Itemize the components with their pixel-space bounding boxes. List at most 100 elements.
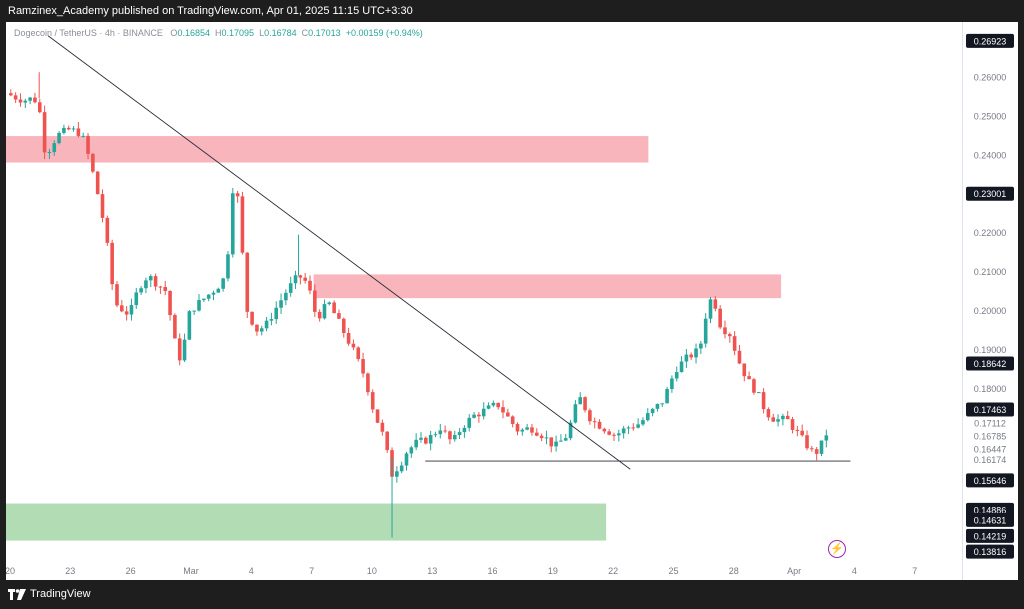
candle-down xyxy=(13,95,18,100)
candle-down xyxy=(728,334,732,337)
candle-up xyxy=(578,397,583,405)
price-label: 0.17463 xyxy=(974,405,1007,415)
symbol-name: Dogecoin / TetherUS · 4h · BINANCE xyxy=(14,28,163,38)
chart-frame[interactable]: Dogecoin / TetherUS · 4h · BINANCE O 0.16… xyxy=(6,22,1018,580)
candle-up xyxy=(144,280,148,289)
time-tick: 4 xyxy=(249,566,254,576)
candle-down xyxy=(592,421,597,423)
price-tick: 0.25000 xyxy=(974,111,1007,121)
price-tick: 0.16174 xyxy=(974,455,1007,465)
price-tick: 0.26000 xyxy=(974,72,1007,82)
price-label: 0.14886 xyxy=(974,505,1007,515)
candle-up xyxy=(28,97,32,101)
candle-up xyxy=(665,388,669,404)
candle-down xyxy=(240,196,245,253)
candle-down xyxy=(443,430,447,432)
time-tick: 20 xyxy=(6,566,15,576)
candle-down xyxy=(785,415,790,420)
candle-down xyxy=(790,419,795,430)
candle-up xyxy=(486,405,491,409)
candle-down xyxy=(530,427,534,433)
time-tick: 4 xyxy=(852,566,857,576)
candle-down xyxy=(448,431,452,440)
candle-down xyxy=(607,431,611,435)
candle-up xyxy=(187,311,192,340)
candle-up xyxy=(467,417,472,428)
time-tick: 19 xyxy=(548,566,558,576)
candle-down xyxy=(76,128,81,136)
tradingview-logo-icon xyxy=(8,588,26,600)
price-label-box xyxy=(966,512,1014,527)
time-tick: Mar xyxy=(183,566,199,576)
candle-down xyxy=(18,99,23,103)
candle-down xyxy=(303,277,307,281)
candle-up xyxy=(395,471,399,477)
candle-up xyxy=(279,300,283,308)
price-label-box xyxy=(966,356,1014,371)
price-chart[interactable]: 0.26000 0.25000 0.24000 0.22000 0.21000 0.200… xyxy=(6,22,1018,580)
candle-down xyxy=(42,112,47,153)
candle-down xyxy=(501,407,505,413)
candle-down xyxy=(245,252,250,312)
time-tick: 16 xyxy=(488,566,498,576)
price-label-box xyxy=(966,544,1014,559)
candle-up xyxy=(52,143,57,153)
candle-up xyxy=(62,127,66,133)
price-label: 0.18642 xyxy=(974,359,1007,369)
candle-up xyxy=(756,392,761,394)
price-label: 0.23001 xyxy=(974,189,1007,199)
candle-down xyxy=(91,153,95,172)
candle-down xyxy=(742,363,747,377)
candle-up xyxy=(226,254,230,279)
candle-up xyxy=(559,440,563,442)
price-tick: 0.18000 xyxy=(974,384,1007,394)
candle-up xyxy=(674,372,679,379)
candle-up xyxy=(182,339,187,361)
candle-down xyxy=(732,336,737,351)
candle-down xyxy=(153,276,158,287)
candle-down xyxy=(33,97,37,103)
candle-up xyxy=(81,135,86,137)
candle-down xyxy=(496,402,500,408)
price-label-box xyxy=(966,402,1014,417)
candle-down xyxy=(752,379,756,393)
candle-down xyxy=(612,434,616,436)
candle-up xyxy=(554,441,558,447)
candle-up xyxy=(288,283,293,293)
time-tick: 26 xyxy=(126,566,136,576)
candle-down xyxy=(597,421,602,429)
price-tick: 0.20000 xyxy=(974,306,1007,316)
candle-down xyxy=(124,311,129,315)
publisher-line: Ramzinex_Academy published on TradingVie… xyxy=(8,5,413,17)
candle-down xyxy=(761,392,766,410)
candle-down xyxy=(737,350,742,364)
candle-up xyxy=(645,413,650,421)
candle-up xyxy=(419,437,423,440)
candle-up xyxy=(462,427,467,433)
lightning-icon[interactable]: ⚡ xyxy=(828,540,846,558)
candle-down xyxy=(795,429,800,431)
candle-down xyxy=(810,448,814,450)
candle-up xyxy=(230,193,235,255)
candle-down xyxy=(515,423,520,432)
candle-up xyxy=(573,404,578,423)
candle-down xyxy=(173,315,177,339)
high-value: 0.17095 xyxy=(221,28,255,38)
candle-down xyxy=(341,318,346,334)
candle-down xyxy=(539,435,544,439)
candle-down xyxy=(95,171,100,195)
candle-down xyxy=(602,428,607,432)
time-tick: 28 xyxy=(729,566,739,576)
candle-down xyxy=(370,392,375,410)
candle-up xyxy=(327,302,332,305)
candle-up xyxy=(621,428,626,434)
change-value: +0.00159 (+0.94%) xyxy=(345,28,423,38)
candle-up xyxy=(414,439,418,448)
time-tick: 7 xyxy=(309,566,314,576)
candle-up xyxy=(520,429,525,432)
candle-up xyxy=(641,420,645,425)
candle-down xyxy=(583,397,587,411)
open-label: O xyxy=(170,28,178,38)
candle-down xyxy=(805,435,809,449)
candle-down xyxy=(506,412,510,417)
